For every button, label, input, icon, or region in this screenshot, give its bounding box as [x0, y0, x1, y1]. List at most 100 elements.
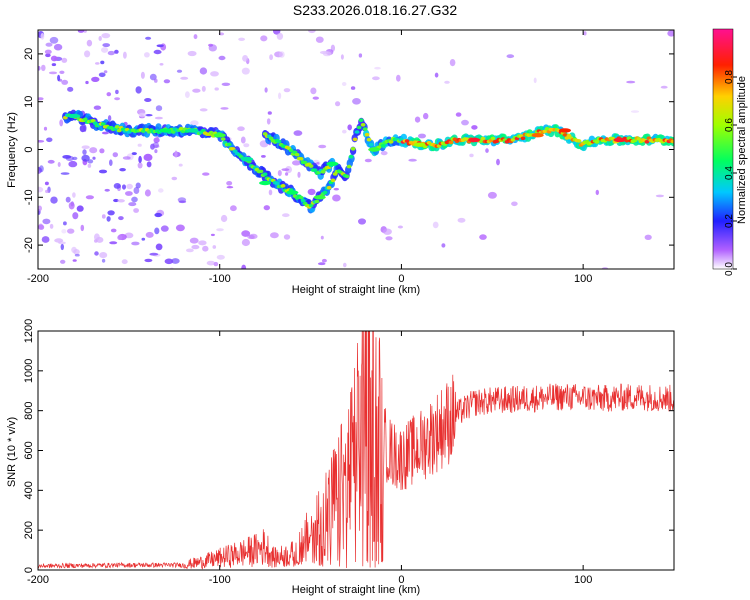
ridge-secondary-core — [320, 170, 326, 174]
y-tick-label: -10 — [23, 189, 35, 205]
y-tick-label: -20 — [23, 237, 35, 253]
noise-blob — [109, 159, 113, 166]
noise-blob — [216, 228, 224, 232]
noise-blob — [283, 234, 291, 240]
noise-blob — [85, 195, 94, 200]
noise-blob — [263, 205, 270, 211]
ridge-secondary-core — [276, 139, 282, 144]
ridge-secondary-core — [308, 164, 314, 168]
noise-blob — [408, 158, 417, 162]
noise-blob — [159, 63, 164, 66]
ridge-core — [576, 139, 582, 143]
noise-blob — [63, 221, 67, 226]
ridge-core — [350, 147, 356, 151]
noise-blob — [175, 224, 185, 232]
x-tick-label: 100 — [574, 574, 592, 586]
noise-blob — [106, 92, 112, 97]
x-tick-label: 0 — [398, 273, 404, 285]
colorbar-tick-label: 0.4 — [724, 166, 735, 180]
noise-blob — [667, 30, 674, 37]
noise-blob — [154, 149, 158, 154]
noise-blob — [117, 199, 125, 203]
noise-blob — [321, 258, 327, 263]
noise-blob — [374, 66, 381, 70]
noise-blob — [318, 144, 327, 149]
colorbar: 0.0 0.2 0.4 0.6 0.8 Normalized spectral ampl… — [712, 28, 748, 276]
noise-blob — [247, 234, 255, 240]
noise-blob — [276, 32, 284, 40]
noise-blob — [114, 97, 120, 101]
colorbar-tick-label: 0.2 — [724, 214, 735, 228]
noise-blob — [533, 77, 537, 84]
ridge-core — [344, 174, 350, 179]
ridge-secondary-core — [298, 157, 304, 161]
noise-blob — [191, 244, 200, 250]
ridge-core — [352, 137, 358, 142]
noise-blob — [146, 161, 152, 168]
noise-blob — [644, 234, 652, 240]
noise-blob — [149, 73, 157, 81]
noise-blob — [117, 235, 123, 241]
ridge-core — [308, 203, 314, 208]
noise-blob — [307, 188, 316, 196]
noise-blob — [380, 151, 388, 156]
noise-blob — [114, 49, 119, 54]
noise-blob — [283, 88, 291, 93]
noise-blob — [343, 262, 347, 268]
x-tick-label: -200 — [27, 273, 49, 285]
noise-blob — [212, 245, 217, 249]
ridge-core — [170, 130, 176, 134]
spectrogram-marks — [38, 30, 674, 269]
noise-blob — [143, 153, 153, 161]
noise-blob — [202, 172, 210, 176]
noise-blob — [340, 54, 344, 60]
ridge-core — [300, 198, 306, 203]
spectrogram-ylabel: Frequency (Hz) — [6, 112, 18, 188]
noise-blob — [103, 70, 108, 74]
noise-blob — [190, 120, 199, 126]
noise-blob — [102, 43, 110, 48]
noise-blob — [341, 82, 347, 86]
noise-blob — [45, 53, 51, 58]
noise-blob — [358, 53, 363, 58]
ridge-core — [298, 195, 304, 200]
y-tick-label: 400 — [23, 481, 35, 499]
noise-blob — [89, 147, 98, 154]
noise-blob — [74, 253, 80, 257]
noise-blob — [238, 37, 246, 41]
noise-blob — [485, 148, 489, 153]
figure-title: S233.2026.018.16.27.G32 — [292, 2, 458, 18]
y-tick-label: 200 — [23, 521, 35, 539]
noise-blob — [457, 217, 466, 223]
ridge-core — [358, 118, 364, 122]
spectral-peak — [326, 161, 339, 166]
noise-blob — [41, 236, 50, 243]
noise-blob — [155, 105, 163, 112]
x-tick-label: -200 — [27, 574, 49, 586]
noise-blob — [107, 115, 112, 122]
noise-blob — [154, 212, 162, 218]
noise-blob — [268, 189, 273, 196]
noise-blob — [655, 194, 665, 198]
noise-blob — [110, 228, 117, 233]
noise-blob — [201, 85, 206, 92]
noise-blob — [241, 230, 251, 237]
noise-blob — [242, 55, 249, 62]
noise-blob — [60, 243, 64, 251]
noise-blob — [153, 49, 162, 55]
noise-blob — [38, 140, 45, 143]
noise-blob — [240, 136, 246, 144]
x-tick-label: 100 — [574, 273, 592, 285]
noise-blob — [241, 67, 250, 75]
noise-blob — [281, 168, 290, 172]
noise-blob — [109, 241, 118, 245]
noise-blob — [154, 78, 158, 83]
ridge-core — [280, 184, 286, 188]
noise-blob — [85, 80, 89, 85]
ridge-core — [480, 136, 486, 141]
noise-blob — [193, 34, 198, 40]
x-tick-label: -100 — [209, 574, 231, 586]
ridge-secondary-core — [312, 168, 318, 172]
